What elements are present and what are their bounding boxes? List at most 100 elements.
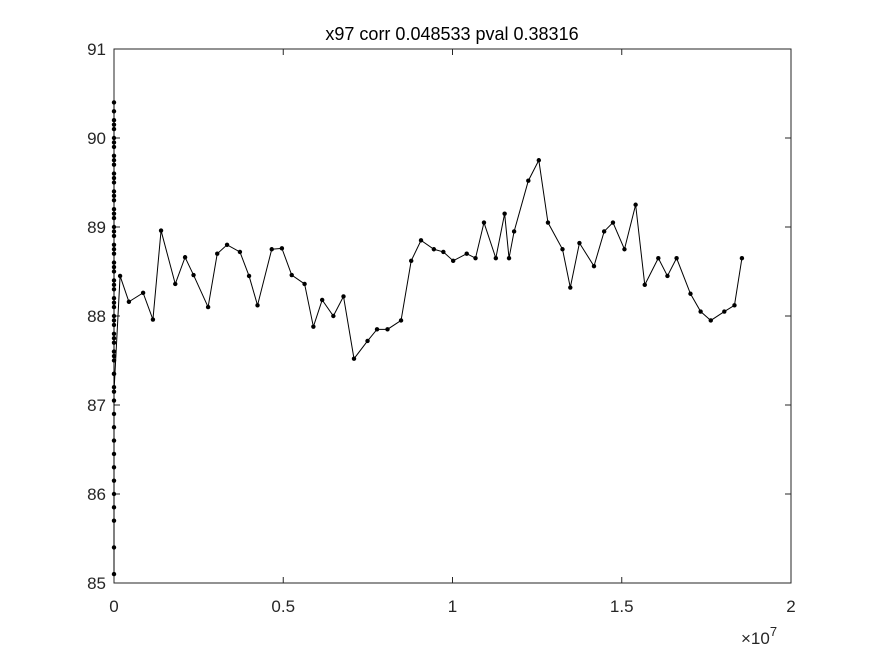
data-point [331,313,336,319]
series-points [111,100,745,577]
data-point [111,438,117,443]
data-point [269,247,274,252]
data-point [610,220,616,225]
data-point [111,371,117,377]
data-point [111,425,117,430]
data-point [111,282,117,288]
data-point [111,247,117,252]
data-point [111,158,117,163]
data-point [111,545,117,550]
data-point [577,240,582,246]
data-point [365,338,370,344]
y-tick-label: 91 [87,40,106,59]
data-point [246,273,252,279]
data-point [560,247,565,252]
data-point [385,327,390,332]
data-point [111,465,117,470]
x-axis-ticks: 0 0.5 1 1.5 2 [109,49,796,616]
plot-area [113,48,792,584]
x-tick-label: 0 [109,597,118,616]
data-point [111,451,117,457]
data-point [111,331,117,336]
data-point [732,303,737,308]
data-point [111,385,117,390]
data-point [418,238,424,243]
data-point [111,126,117,132]
data-point [279,246,285,251]
data-point [255,303,260,308]
data-point [150,317,156,322]
data-point [111,518,117,523]
data-point [111,300,117,305]
data-point [111,318,117,323]
data-point [237,249,243,255]
data-point [739,255,745,261]
data-point [111,109,117,114]
data-point [111,251,117,256]
data-point [722,309,727,314]
data-point [111,389,117,394]
data-point [111,207,117,212]
data-point [111,269,117,274]
data-point [511,229,517,234]
data-point [698,309,703,314]
data-point [111,135,117,141]
data-point [111,478,117,483]
data-point [473,255,478,261]
data-point [319,297,325,303]
data-point [111,296,117,301]
data-point [311,324,316,329]
y-tick-label: 89 [87,218,106,237]
chart-title: x97 corr 0.048533 pval 0.38316 [325,24,578,44]
data-point [111,313,117,319]
x-tick-label: 2 [786,597,795,616]
data-point [111,171,117,176]
data-point [464,251,469,256]
data-point [111,491,117,497]
x-axis-exponent-base: ×10 [741,629,770,648]
data-point [591,263,597,269]
data-point [111,198,117,203]
data-point [568,285,573,290]
data-point [545,220,551,225]
data-point [117,273,123,279]
x-tick-label: 1 [448,597,457,616]
data-point [289,272,294,278]
data-point [111,411,117,417]
data-point [111,340,117,345]
data-point [205,304,211,310]
data-point [173,281,178,287]
y-tick-label: 88 [87,307,106,326]
data-point [601,229,607,234]
data-point [111,193,117,199]
data-point [111,140,117,145]
x-tick-label: 0.5 [271,597,295,616]
data-point [182,255,188,260]
data-point [506,255,512,261]
data-point [111,100,117,105]
data-point [111,505,117,510]
data-point [502,211,507,216]
data-point [450,258,456,264]
data-point [111,189,117,194]
data-point [302,281,307,287]
data-point [111,180,117,185]
data-point [674,255,679,261]
data-point [111,287,117,292]
data-point [111,349,117,354]
data-point [111,398,117,403]
data-point [158,228,164,233]
data-point [111,211,117,216]
data-point [111,224,117,230]
data-point [688,291,693,296]
data-point [111,304,117,310]
data-point [191,272,196,278]
data-point [398,318,404,323]
y-tick-label: 86 [87,485,106,504]
data-point [642,282,647,288]
data-point [111,144,117,150]
data-point [111,162,117,167]
x-axis-exponent-power: 7 [770,624,777,639]
data-point [536,158,542,163]
